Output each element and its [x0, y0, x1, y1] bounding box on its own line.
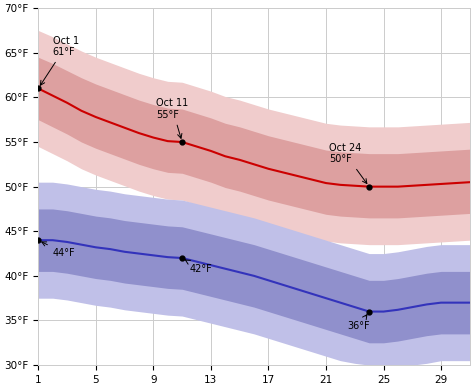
Text: 36°F: 36°F — [347, 315, 370, 331]
Text: 44°F: 44°F — [42, 242, 75, 258]
Text: 42°F: 42°F — [185, 260, 212, 274]
Text: Oct 1
61°F: Oct 1 61°F — [40, 36, 79, 85]
Text: Oct 11
55°F: Oct 11 55°F — [156, 98, 189, 138]
Text: Oct 24
50°F: Oct 24 50°F — [329, 143, 367, 184]
